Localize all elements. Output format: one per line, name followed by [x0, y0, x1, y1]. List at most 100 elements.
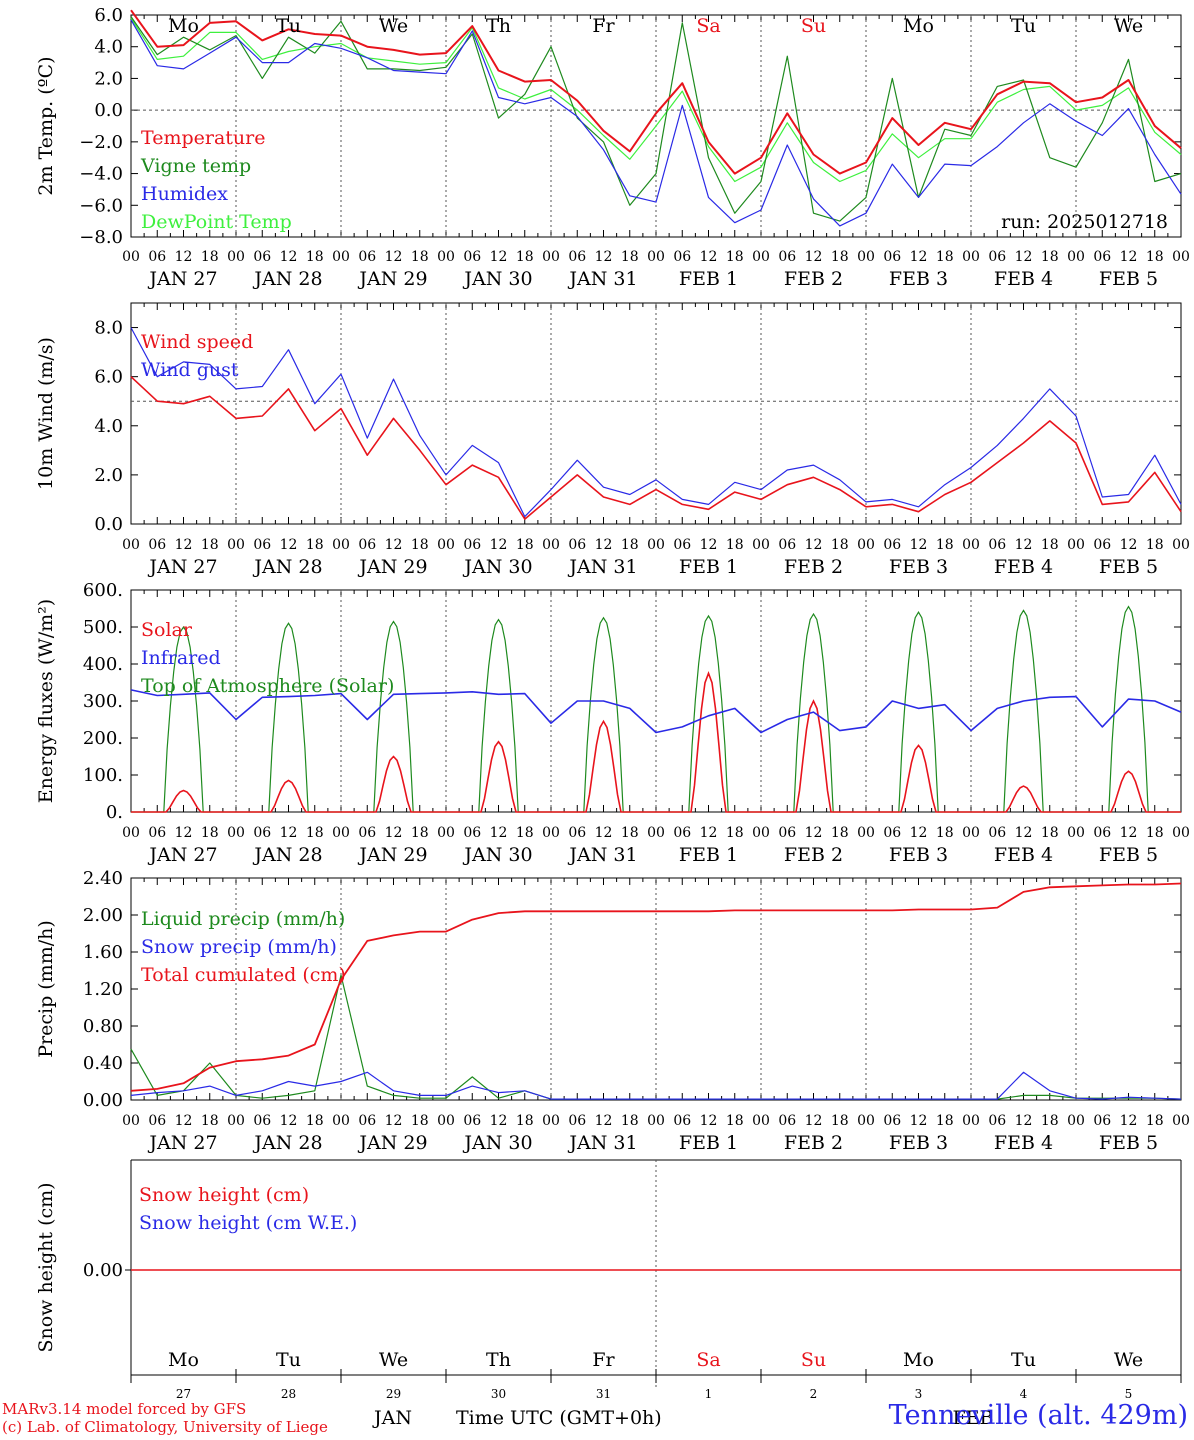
weekday-label: Su [801, 1349, 826, 1371]
date-label: FEB 5 [1099, 268, 1158, 290]
hour-tick-label: 06 [148, 825, 166, 841]
hour-tick-label: 18 [201, 537, 219, 553]
hour-tick-label: 12 [280, 1113, 298, 1129]
hour-tick-label: 18 [516, 249, 534, 265]
hour-tick-label: 18 [936, 249, 954, 265]
hour-tick-label: 18 [831, 249, 849, 265]
hour-tick-label: 06 [568, 249, 586, 265]
hour-tick-label: 06 [568, 537, 586, 553]
hour-tick-label: 18 [411, 1113, 429, 1129]
weekday-label: We [379, 15, 408, 37]
hour-tick-label: 00 [437, 825, 455, 841]
hour-tick-label: 06 [358, 537, 376, 553]
date-label: JAN 28 [252, 556, 322, 578]
weekday-label: Mo [903, 15, 934, 37]
hour-tick-label: 12 [1015, 537, 1033, 553]
hour-tick-label: 18 [936, 825, 954, 841]
date-label: JAN 29 [357, 268, 427, 290]
hour-tick-label: 12 [385, 825, 403, 841]
date-label: FEB 4 [994, 1132, 1053, 1154]
hour-tick-label: 06 [148, 1113, 166, 1129]
y-tick-label: 2.0 [94, 68, 123, 89]
hour-tick-label: 18 [1146, 825, 1164, 841]
date-label: FEB 2 [784, 556, 843, 578]
hour-tick-label: 00 [122, 249, 140, 265]
series-line-infrared [130, 689, 1182, 734]
y-tick-label: 2.0 [94, 465, 123, 486]
y-axis-label: 2m Temp. (ºC) [35, 56, 57, 195]
weekday-label: Sa [696, 15, 720, 37]
date-label: FEB 4 [994, 844, 1053, 866]
hour-tick-label: 18 [621, 537, 639, 553]
hour-tick-label: 00 [857, 537, 875, 553]
hour-tick-label: 00 [332, 249, 350, 265]
hour-tick-label: 06 [1093, 1113, 1111, 1129]
date-label: FEB 3 [889, 268, 948, 290]
y-tick-label: 4.0 [94, 37, 123, 58]
month-label-feb: FEB [952, 1407, 993, 1429]
date-label: FEB 4 [994, 268, 1053, 290]
hour-tick-label: 18 [726, 537, 744, 553]
date-label: JAN 31 [567, 1132, 637, 1154]
y-tick-label: 500. [83, 617, 123, 638]
hour-tick-label: 00 [227, 1113, 245, 1129]
hour-tick-label: 18 [306, 537, 324, 553]
date-label: JAN 31 [567, 268, 637, 290]
hour-tick-label: 00 [122, 1113, 140, 1129]
hour-tick-label: 00 [1172, 537, 1190, 553]
date-label: FEB 1 [679, 268, 738, 290]
y-tick-label: −4.0 [79, 164, 123, 185]
legend-snow-height-cm-: Snow height (cm) [139, 1184, 309, 1206]
hour-tick-label: 00 [332, 537, 350, 553]
month-label-jan: JAN [372, 1407, 412, 1429]
hour-tick-label: 00 [962, 249, 980, 265]
hour-tick-label: 18 [516, 537, 534, 553]
date-label: FEB 5 [1099, 844, 1158, 866]
hour-tick-label: 00 [1172, 825, 1190, 841]
date-label: JAN 29 [357, 556, 427, 578]
hour-tick-label: 06 [568, 825, 586, 841]
hour-tick-label: 00 [752, 537, 770, 553]
series-line-wind-speed [130, 376, 1182, 520]
date-label: JAN 27 [147, 268, 217, 290]
hour-tick-label: 12 [595, 537, 613, 553]
hour-tick-label: 12 [595, 1113, 613, 1129]
hour-tick-label: 18 [831, 825, 849, 841]
hour-tick-label: 18 [411, 537, 429, 553]
date-label: JAN 28 [252, 268, 322, 290]
date-label: FEB 4 [994, 556, 1053, 578]
legend-solar: Solar [141, 619, 193, 641]
date-label: JAN 29 [357, 844, 427, 866]
hour-tick-label: 00 [962, 537, 980, 553]
hour-tick-label: 18 [516, 825, 534, 841]
date-label: JAN 30 [462, 844, 532, 866]
y-tick-label: 2.00 [83, 905, 123, 926]
day-number-label: 1 [705, 1387, 713, 1401]
hour-tick-label: 18 [621, 825, 639, 841]
hour-tick-label: 06 [463, 1113, 481, 1129]
hour-tick-label: 18 [1041, 537, 1059, 553]
hour-tick-label: 06 [358, 1113, 376, 1129]
hour-tick-label: 18 [621, 1113, 639, 1129]
hour-tick-label: 00 [962, 1113, 980, 1129]
hour-tick-label: 06 [673, 1113, 691, 1129]
y-tick-label: 0.0 [94, 514, 123, 535]
hour-tick-label: 06 [148, 249, 166, 265]
hour-tick-label: 00 [227, 249, 245, 265]
hour-tick-label: 00 [122, 825, 140, 841]
hour-tick-label: 00 [542, 1113, 560, 1129]
weekday-label: Fr [592, 1349, 615, 1371]
legend-snow-height-cm-w-e-: Snow height (cm W.E.) [139, 1212, 357, 1234]
hour-tick-label: 18 [306, 1113, 324, 1129]
hour-tick-label: 06 [988, 537, 1006, 553]
hour-tick-label: 12 [805, 537, 823, 553]
panel-4: 00 06 12 18 00 06 12 18 00 06 12 18 00 06 12 18 00 06 12 18… [35, 868, 1190, 1154]
hour-tick-label: 06 [358, 249, 376, 265]
day-number-label: 4 [1020, 1387, 1028, 1401]
hour-tick-label: 18 [1041, 249, 1059, 265]
hour-tick-label: 00 [857, 249, 875, 265]
series-line-vigne-temp [130, 16, 1182, 222]
hour-tick-label: 18 [726, 1113, 744, 1129]
hour-tick-label: 12 [910, 1113, 928, 1129]
